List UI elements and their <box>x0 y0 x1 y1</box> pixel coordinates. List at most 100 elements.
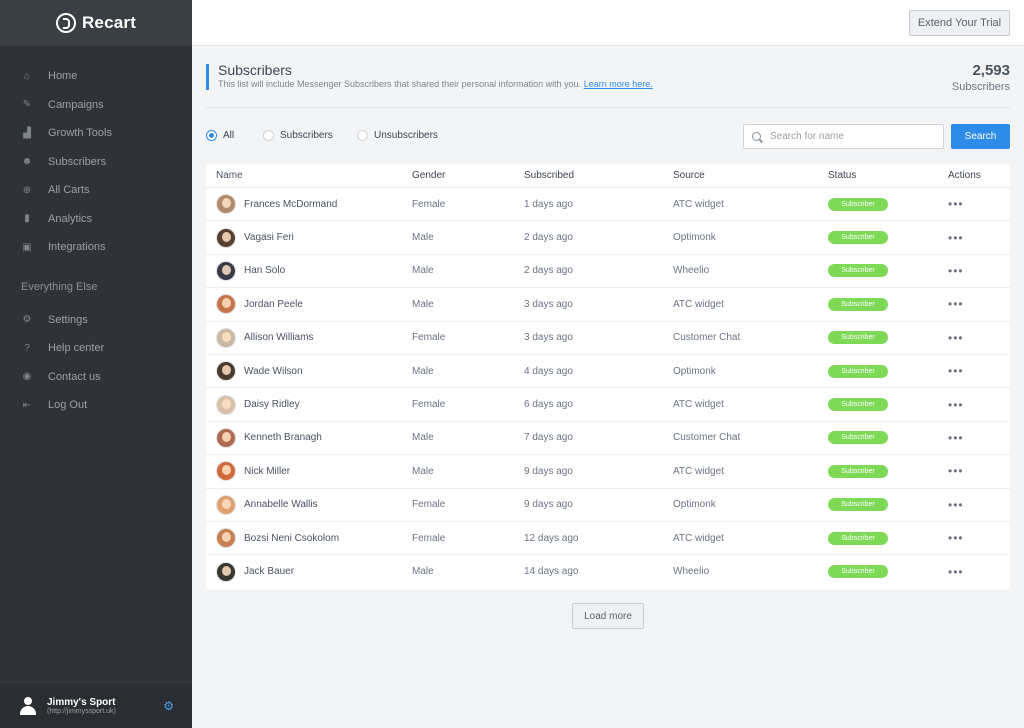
filter-all-radio[interactable]: All <box>206 130 234 141</box>
more-actions-icon[interactable]: ••• <box>948 531 964 546</box>
primary-nav: ⌂ Home ✎ Campaigns ▟ Growth Tools ☻ Subscribers… <box>0 46 192 262</box>
sidebar-item-contact-us[interactable]: ◉ Contact us <box>0 363 192 392</box>
brand[interactable]: Recart <box>0 0 192 46</box>
cell-name: Nick Miller <box>206 461 412 482</box>
sidebar-item-label: Analytics <box>48 212 93 225</box>
cell-gender: Male <box>412 566 434 578</box>
sidebar-item-subscribers[interactable]: ☻ Subscribers <box>0 148 192 177</box>
radio-indicator <box>263 130 274 141</box>
cell-source: Wheelio <box>673 265 710 277</box>
account-settings-icon[interactable]: ⚙ <box>163 698 174 713</box>
more-actions-icon[interactable]: ••• <box>948 230 964 245</box>
cell-source: Optimonk <box>673 499 716 511</box>
sidebar-item-help-center[interactable]: ? Help center <box>0 334 192 363</box>
search-input[interactable] <box>770 131 930 142</box>
column-header-status[interactable]: Status <box>828 170 857 181</box>
learn-more-link[interactable]: Learn more here. <box>583 79 653 89</box>
avatar <box>216 260 236 281</box>
cell-source: Customer Chat <box>673 332 741 344</box>
more-actions-icon[interactable]: ••• <box>948 564 964 579</box>
sidebar-item-log-out[interactable]: ⇤ Log Out <box>0 391 192 420</box>
radio-label: All <box>223 130 235 141</box>
extend-trial-button[interactable]: Extend Your Trial <box>909 10 1010 36</box>
table-row[interactable]: Daisy Ridley Female 6 days ago ATC widget Su… <box>206 388 1010 422</box>
search-button[interactable]: Search <box>951 124 1010 149</box>
sidebar-item-integrations[interactable]: ▣ Integrations <box>0 233 192 262</box>
column-header-name[interactable]: Name <box>216 170 243 181</box>
subscriber-name: Bozsi Neni Csokolom <box>244 532 340 544</box>
avatar <box>216 427 236 448</box>
cell-subscribed: 4 days ago <box>524 365 573 377</box>
more-actions-icon[interactable]: ••• <box>948 497 964 512</box>
table-row[interactable]: Jordan Peele Male 3 days ago ATC widget Subs… <box>206 288 1010 322</box>
cell-name: Annabelle Wallis <box>206 494 412 515</box>
secondary-nav: ⚙ Settings? Help center ◉ Contact us ⇤ Log Out <box>0 306 192 420</box>
column-header-gender[interactable]: Gender <box>412 170 446 181</box>
cell-status: Subscriber <box>828 331 948 345</box>
column-header-subscribed[interactable]: Subscribed <box>524 170 575 181</box>
cell-subscribed: 14 days ago <box>524 566 579 578</box>
sidebar-item-settings[interactable]: ⚙ Settings <box>0 306 192 335</box>
cell-actions: ••• <box>948 297 1010 311</box>
table-row[interactable]: Allison Williams Female 3 days ago Customer… <box>206 322 1010 355</box>
subscriber-count-number: 2,593 <box>972 62 1010 79</box>
sidebar-item-all-carts[interactable]: ⊕ All Carts <box>0 176 192 205</box>
sidebar-item-campaigns[interactable]: ✎ Campaigns <box>0 91 192 120</box>
status-badge: Subscriber <box>828 264 888 278</box>
table-row[interactable]: Nick Miller Male 9 days ago ATC widget Subsc… <box>206 455 1010 489</box>
table-header: Name Gender Subscribed Source Status Act… <box>206 164 1010 188</box>
cell-subscribed: 12 days ago <box>524 532 579 544</box>
filter-unsubscribers-radio[interactable]: Unsubscribers <box>357 130 438 141</box>
subscribers-table: Name Gender Subscribed Source Status Act… <box>206 164 1010 590</box>
cell-actions: ••• <box>948 364 1010 378</box>
more-actions-icon[interactable]: ••• <box>948 364 964 379</box>
cell-actions: ••• <box>948 398 1010 412</box>
cell-name: Allison Williams <box>206 327 412 348</box>
cell-subscribed: 3 days ago <box>524 298 573 310</box>
cell-gender: Female <box>412 198 446 210</box>
cell-subscribed: 7 days ago <box>524 432 573 444</box>
more-actions-icon[interactable]: ••• <box>948 297 964 312</box>
table-row[interactable]: Bozsi Neni Csokolom Female 12 days ago ATC … <box>206 522 1010 556</box>
cell-source: Optimonk <box>673 232 716 244</box>
avatar <box>216 327 236 348</box>
table-row[interactable]: Han Solo Male 2 days ago Wheelio Subscriber •… <box>206 255 1010 289</box>
sidebar-item-label: Growth Tools <box>48 127 112 140</box>
cell-subscribed: 1 days ago <box>524 198 573 210</box>
subscriber-name: Vagasi Feri <box>244 232 294 244</box>
cell-gender: Male <box>412 232 434 244</box>
cell-name: Vagasi Feri <box>206 227 412 248</box>
more-actions-icon[interactable]: ••• <box>948 397 964 412</box>
more-actions-icon[interactable]: ••• <box>948 430 964 445</box>
column-header-source[interactable]: Source <box>673 170 705 181</box>
radio-indicator <box>357 130 368 141</box>
subscriber-count-label: Subscribers <box>951 81 1010 93</box>
load-more-button[interactable]: Load more <box>572 603 644 629</box>
more-actions-icon[interactable]: ••• <box>948 464 964 479</box>
avatar <box>216 294 236 315</box>
avatar <box>216 194 236 215</box>
more-actions-icon[interactable]: ••• <box>948 263 964 278</box>
sidebar: Recart ⌂ Home ✎ Campaigns ▟ Growth Tools ☻ Subs… <box>0 0 192 728</box>
cell-name: Frances McDormand <box>206 194 412 215</box>
more-actions-icon[interactable]: ••• <box>948 197 964 212</box>
column-header-actions: Actions <box>948 170 981 181</box>
sidebar-item-home[interactable]: ⌂ Home <box>0 62 192 91</box>
nav-section-title: Everything Else <box>21 280 98 293</box>
table-row[interactable]: Kenneth Branagh Male 7 days ago Customer Ch… <box>206 422 1010 456</box>
recart-logo-icon <box>55 13 76 33</box>
sidebar-item-growth-tools[interactable]: ▟ Growth Tools <box>0 119 192 148</box>
status-badge: Subscriber <box>828 297 888 311</box>
filter-subscribers-radio[interactable]: Subscribers <box>263 130 333 141</box>
cart-icon: ⊕ <box>22 184 32 196</box>
table-row[interactable]: Jack Bauer Male 14 days ago Wheelio Subscrib… <box>206 555 1010 588</box>
cell-gender: Male <box>412 465 434 477</box>
more-actions-icon[interactable]: ••• <box>948 330 964 345</box>
table-row[interactable]: Annabelle Wallis Female 9 days ago Optimonk… <box>206 489 1010 522</box>
title-accent-bar <box>206 64 209 90</box>
table-row[interactable]: Wade Wilson Male 4 days ago Optimonk Subscri… <box>206 355 1010 389</box>
table-row[interactable]: Frances McDormand Female 1 days ago ATC wid… <box>206 188 1010 222</box>
table-row[interactable]: Vagasi Feri Male 2 days ago Optimonk Subscri… <box>206 221 1010 255</box>
sidebar-item-analytics[interactable]: ▮ Analytics <box>0 205 192 234</box>
status-badge: Subscriber <box>828 231 888 245</box>
